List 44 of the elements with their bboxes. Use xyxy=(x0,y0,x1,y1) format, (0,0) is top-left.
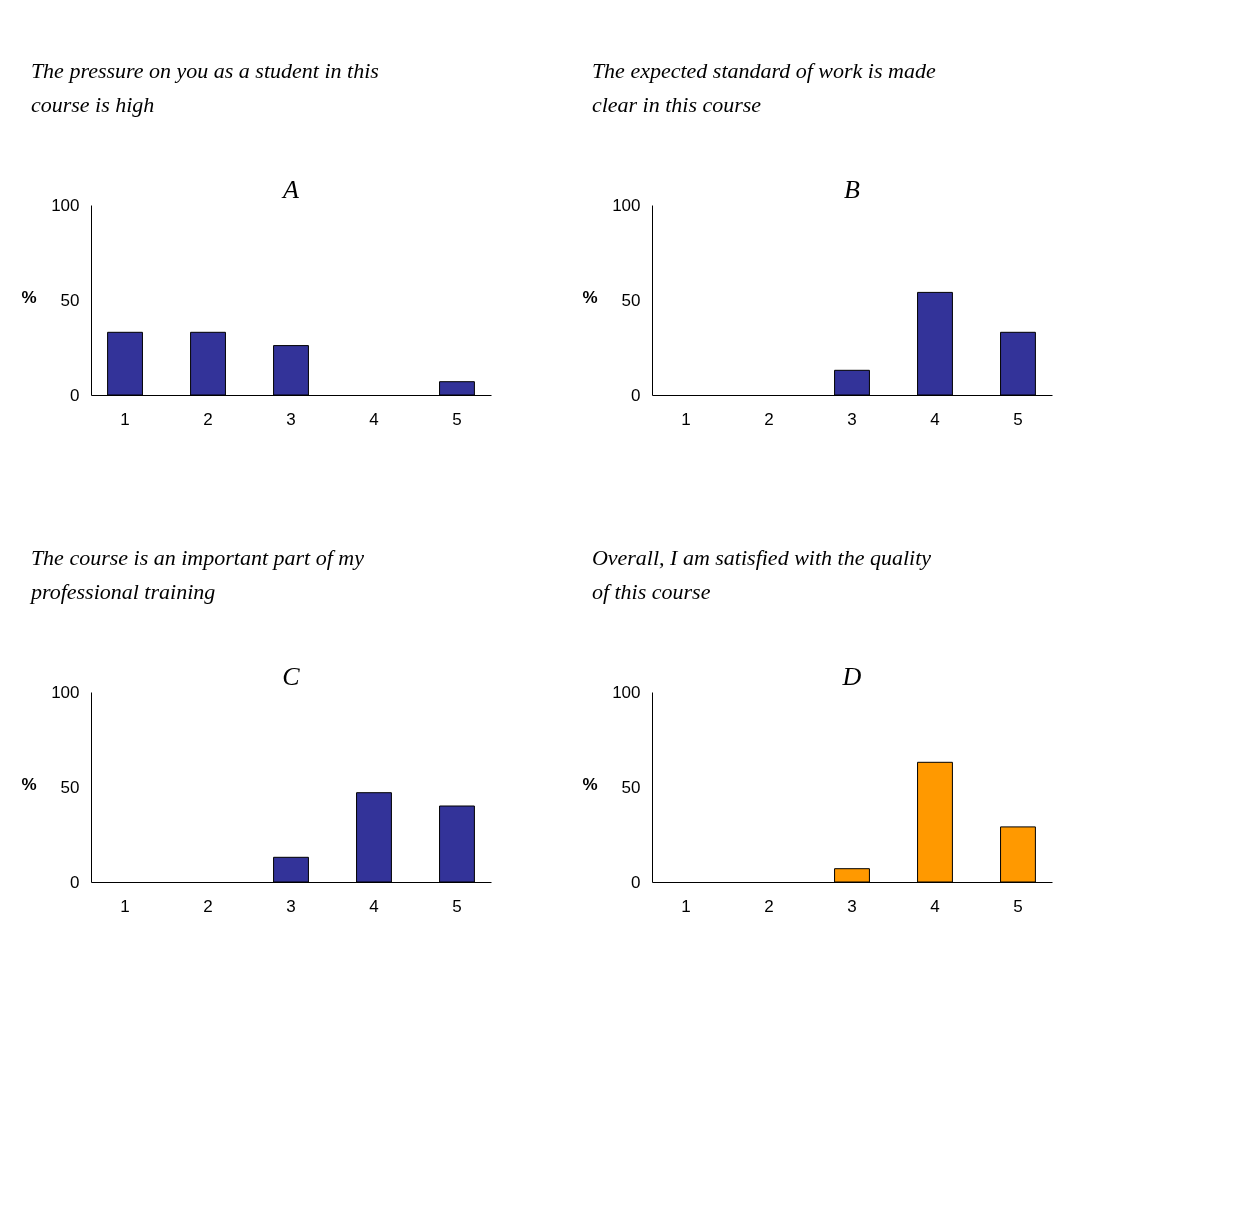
y-axis-title: % xyxy=(21,774,37,794)
y-tick-label: 0 xyxy=(631,872,641,892)
x-tick-label: 2 xyxy=(203,896,213,916)
y-axis-title: % xyxy=(582,774,598,794)
x-tick-label: 3 xyxy=(286,409,296,429)
y-tick-label: 0 xyxy=(631,385,641,405)
x-tick-label: 1 xyxy=(681,409,691,429)
x-tick-label: 2 xyxy=(764,409,774,429)
y-tick-label: 100 xyxy=(51,682,80,702)
x-tick-label: 2 xyxy=(764,896,774,916)
y-tick-label: 100 xyxy=(51,195,80,215)
y-tick-label: 50 xyxy=(621,777,641,797)
chart-title: Overall, I am satisfied with the quality of this course xyxy=(591,545,932,604)
x-tick-label: 4 xyxy=(369,896,379,916)
x-tick-label: 4 xyxy=(930,409,940,429)
x-tick-label: 5 xyxy=(452,409,462,429)
x-tick-label: 3 xyxy=(847,896,857,916)
chart-subtitle: D xyxy=(841,662,862,691)
x-tick-label: 5 xyxy=(452,896,462,916)
chart-subtitle: C xyxy=(282,662,301,691)
x-tick-label: 4 xyxy=(369,409,379,429)
y-tick-label: 100 xyxy=(612,195,641,215)
y-tick-label: 50 xyxy=(621,290,641,310)
x-tick-label: 5 xyxy=(1013,896,1023,916)
x-tick-label: 4 xyxy=(930,896,940,916)
y-tick-label: 0 xyxy=(70,872,80,892)
x-tick-label: 1 xyxy=(120,896,130,916)
chart-title: The expected standard of work is made clear in this course xyxy=(591,58,936,117)
x-tick-label: 2 xyxy=(203,409,213,429)
y-tick-label: 0 xyxy=(70,385,80,405)
x-tick-label: 3 xyxy=(847,409,857,429)
x-tick-label: 5 xyxy=(1013,409,1023,429)
y-axis-title: % xyxy=(582,287,598,307)
chart-subtitle: A xyxy=(281,175,300,204)
x-tick-label: 1 xyxy=(681,896,691,916)
chart-subtitle: B xyxy=(844,175,861,204)
y-tick-label: 50 xyxy=(60,290,80,310)
y-tick-label: 100 xyxy=(612,682,641,702)
y-axis-title: % xyxy=(21,287,37,307)
x-tick-label: 1 xyxy=(120,409,130,429)
chart-title: The pressure on you as a student in this course is high xyxy=(30,58,379,117)
chart-title: The course is an important part of my professional training xyxy=(28,545,365,604)
y-tick-label: 50 xyxy=(60,777,80,797)
x-tick-label: 3 xyxy=(286,896,296,916)
